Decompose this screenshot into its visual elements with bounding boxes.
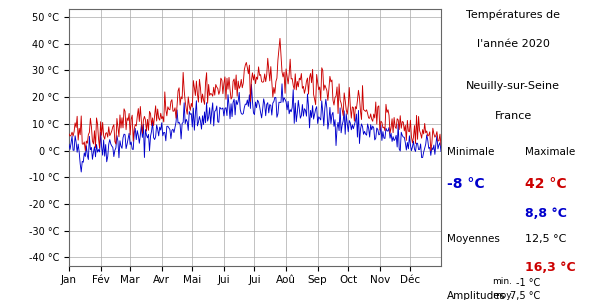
Text: Neuilly-sur-Seine: Neuilly-sur-Seine [466,81,560,91]
Text: 12,5 °C: 12,5 °C [525,234,566,244]
Text: Minimale: Minimale [447,147,494,157]
Text: -1 °C: -1 °C [516,278,540,287]
Text: Amplitudes: Amplitudes [447,291,506,300]
Text: l'année 2020: l'année 2020 [476,39,550,49]
Text: 7,5 °C: 7,5 °C [510,291,540,300]
Text: Maximale: Maximale [525,147,575,157]
Text: -8 °C: -8 °C [447,177,485,191]
Text: 16,3 °C: 16,3 °C [525,261,575,274]
Text: moy.: moy. [492,291,513,300]
Text: France: France [494,111,532,121]
Text: 42 °C: 42 °C [525,177,566,191]
Text: Températures de: Températures de [466,9,560,20]
Text: min.: min. [492,278,512,286]
Text: Moyennes: Moyennes [447,234,500,244]
Text: 8,8 °C: 8,8 °C [525,207,567,220]
